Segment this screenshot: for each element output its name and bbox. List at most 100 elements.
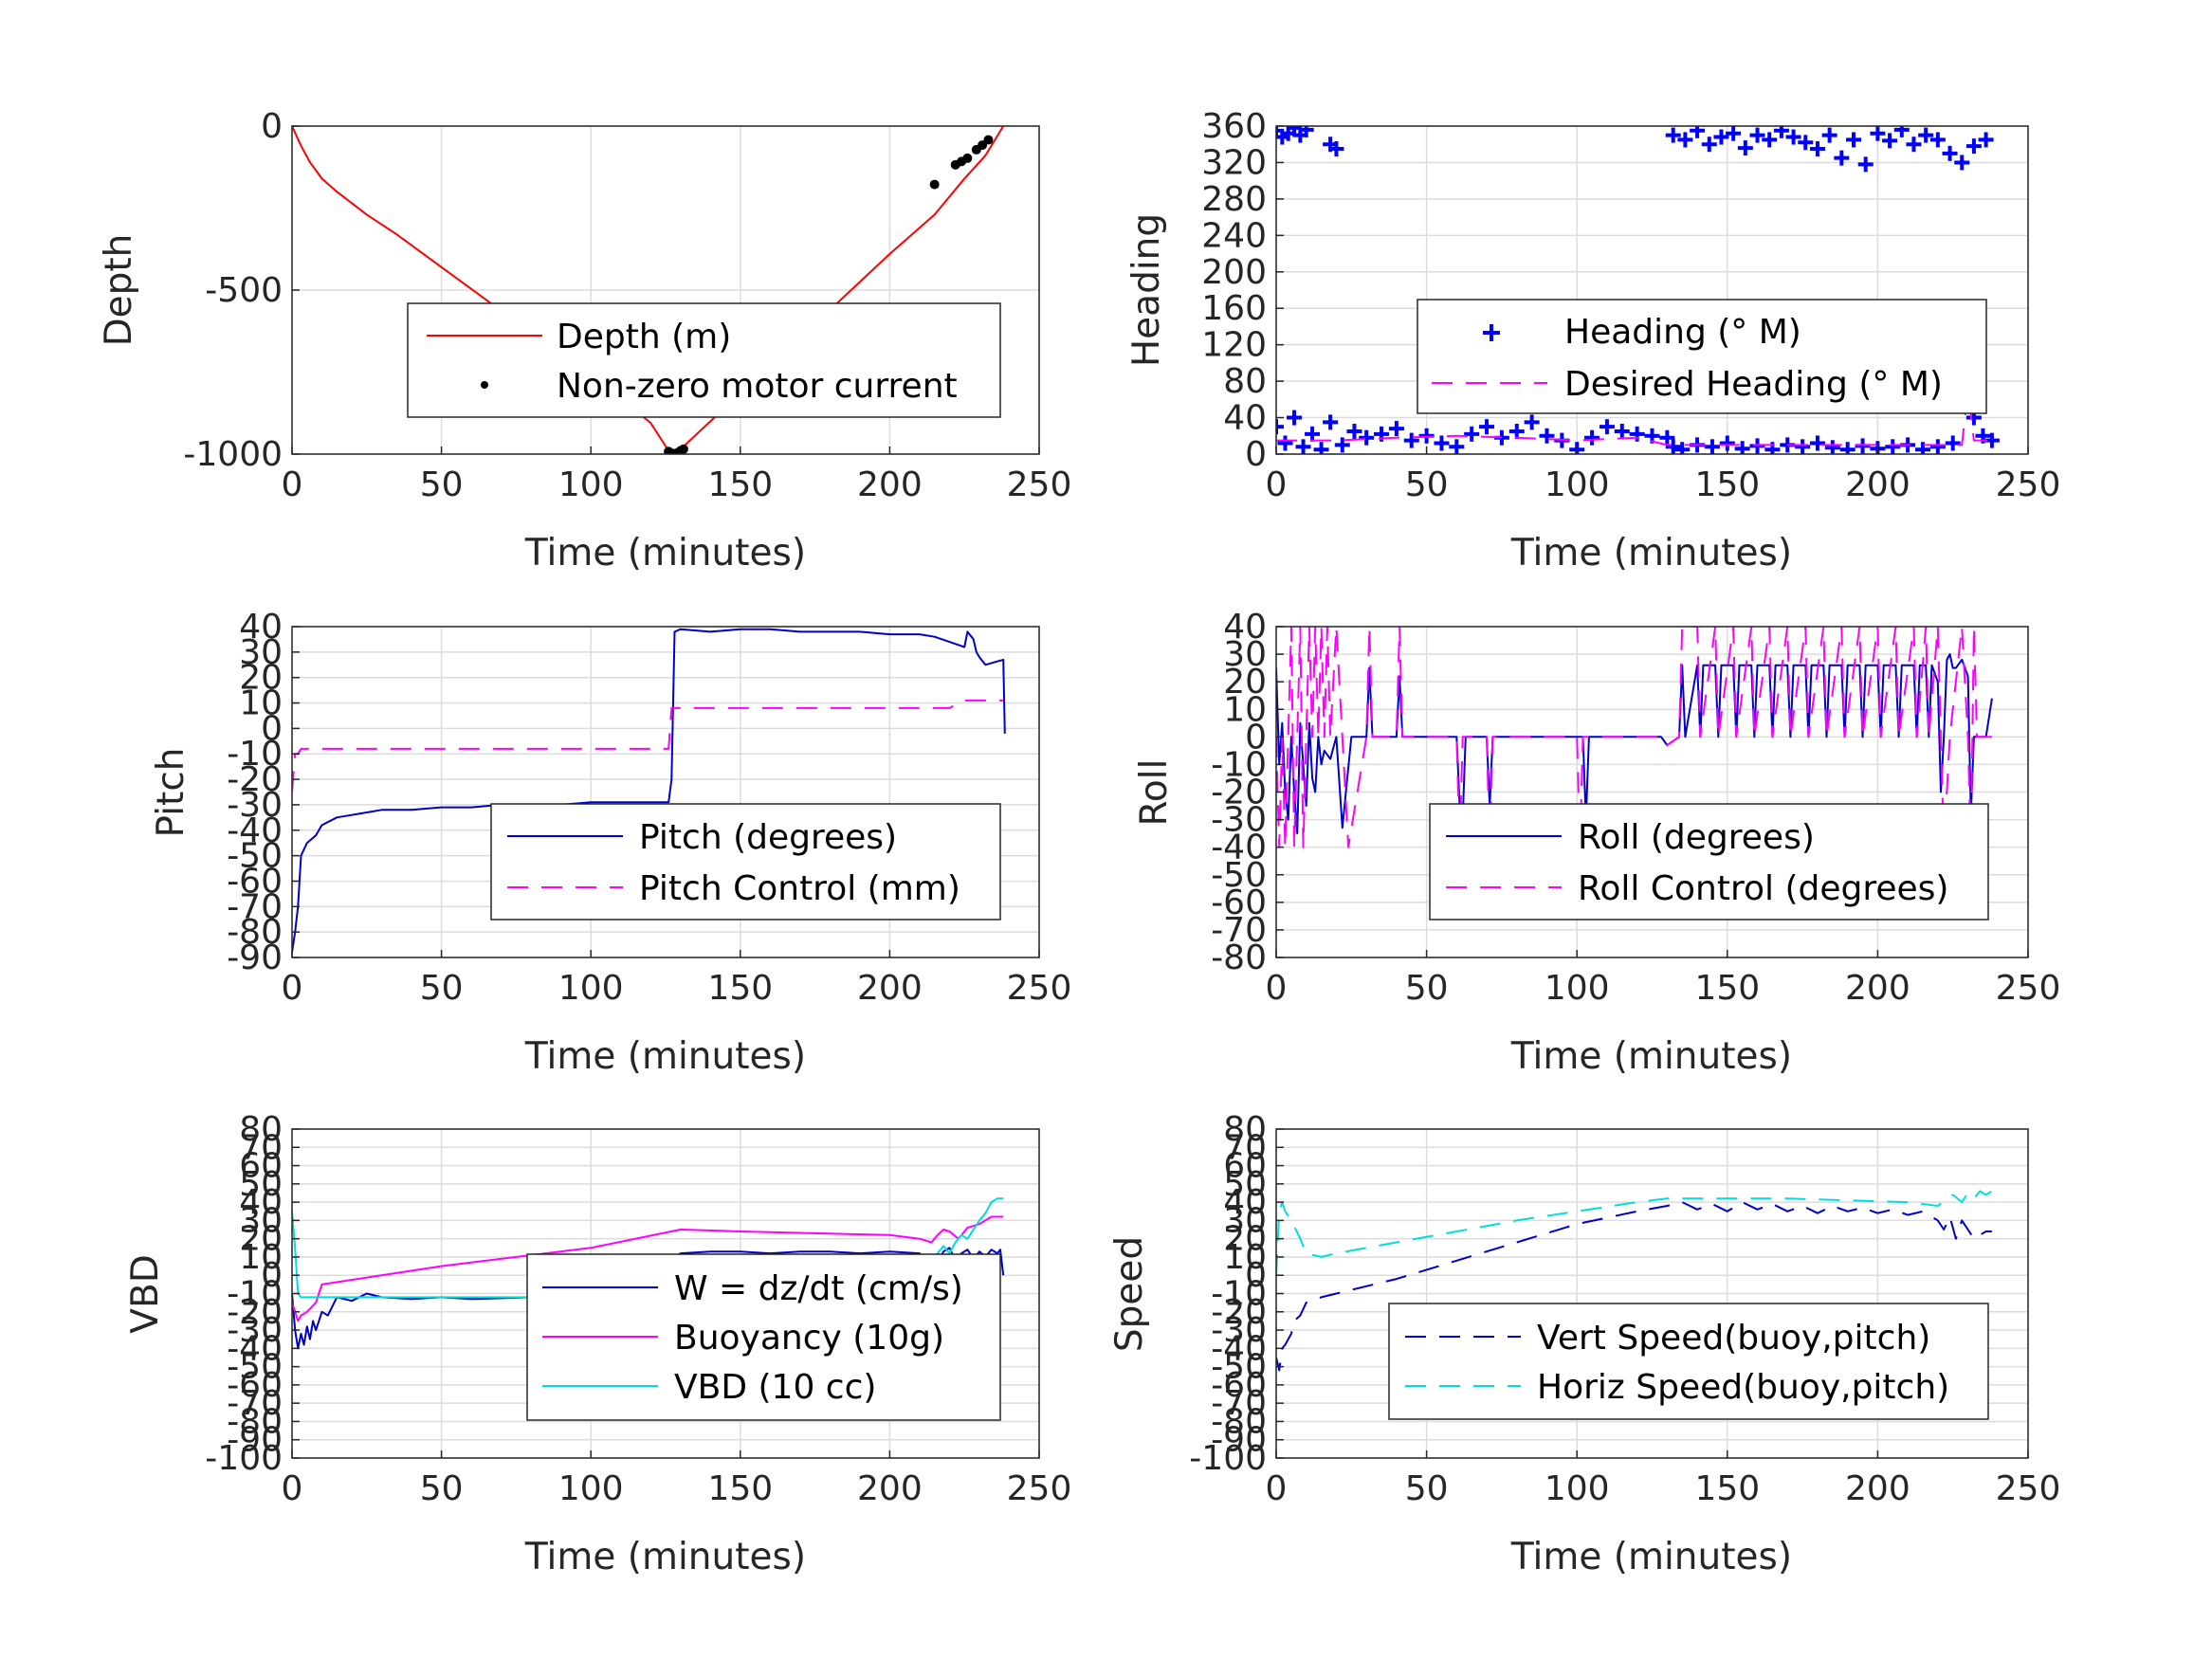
vbd-ytick-label: 30 [239, 1201, 283, 1240]
pitch-ytick-label: 10 [239, 684, 283, 723]
roll-ytick-label: -40 [1211, 829, 1267, 867]
pitch-xtick-label: 50 [420, 969, 464, 1008]
heading-axes-box [1275, 125, 2029, 455]
speed-legend: Vert Speed(buoy,pitch) Horiz Speed(buoy,… [1388, 1303, 1989, 1420]
heading-series-0-point [1508, 423, 1525, 439]
heading-series-0-point [1893, 126, 1910, 137]
speed-ytick-label: -10 [1211, 1275, 1267, 1314]
heading-series-0-point [1834, 150, 1850, 166]
depth-series-1-point [678, 444, 688, 454]
vbd-series-1 [292, 1215, 1004, 1322]
heading-series-0-point [1809, 435, 1825, 451]
heading-series-0-point [1434, 435, 1450, 451]
heading-series-0-point [1824, 440, 1840, 454]
heading-ticks: 0 50 100 150 200 2500408012016020024028032036… [1201, 107, 2060, 504]
pitch-ytick-label: -40 [227, 811, 283, 850]
roll-xlabel: Time (minutes) [1510, 1035, 1792, 1078]
roll-ytick-label: -80 [1211, 939, 1267, 977]
heading-series-0-point [1701, 137, 1717, 153]
speed-xtick-label: 150 [1694, 1469, 1760, 1508]
speed-legend-label-0: Vert Speed(buoy,pitch) [1537, 1319, 1930, 1358]
heading-series-0-point [1762, 132, 1778, 148]
depth-xlabel: Time (minutes) [524, 532, 806, 574]
heading-series-0-point [1713, 129, 1729, 145]
heading-series-0-point [1870, 126, 1886, 141]
pitch-xlabel: Time (minutes) [524, 1035, 806, 1078]
depth-xtick-label: 150 [707, 465, 773, 504]
speed-ylabel: Speed [1108, 1236, 1151, 1352]
heading-series-0-point [1629, 426, 1645, 442]
heading-ytick-label: 280 [1201, 180, 1267, 219]
speed-ytick-label: 20 [1223, 1220, 1267, 1259]
depth-ticks: 0 50 100 150 200 250 -1000 -500 0 [183, 107, 1071, 504]
heading-legend-label-0: Heading (° M) [1564, 313, 1801, 352]
speed-ticks: 0 50 100 150 200 250-100-90-80-70-60-50-40-30… [1189, 1110, 2060, 1508]
heading-series-0-point [1295, 439, 1311, 454]
pitch-ytick-label: 40 [239, 608, 283, 647]
heading-panel: 0 50 100 150 200 2500408012016020024028032036… [1125, 107, 2060, 574]
roll-ytick-label: 30 [1223, 635, 1267, 674]
vbd-ytick-label: -60 [227, 1366, 283, 1405]
pitch-xtick-label: 100 [558, 969, 624, 1008]
vbd-legend-label-1: Buoyancy (10g) [674, 1319, 944, 1358]
heading-series-0-point [1305, 426, 1321, 442]
heading-series-0-point [1599, 419, 1615, 435]
vbd-xtick-label: 50 [420, 1469, 464, 1508]
depth-legend-label-1: Non-zero motor current [557, 367, 958, 406]
speed-ytick-label: 50 [1223, 1165, 1267, 1204]
heading-series-0-point [1749, 127, 1765, 143]
pitch-axes-box [291, 626, 1040, 958]
vbd-xtick-label: 150 [707, 1469, 773, 1508]
heading-series-0-point [1464, 426, 1480, 442]
speed-ytick-label: -100 [1189, 1439, 1267, 1478]
vbd-legend: W = dz/dt (cm/s) Buoyancy (10g) VBD (10 … [526, 1253, 1001, 1421]
heading-xtick-label: 200 [1845, 465, 1910, 504]
speed-series-1 [1276, 1190, 1993, 1276]
heading-series-0-point [1328, 141, 1344, 157]
vbd-xtick-label: 200 [857, 1469, 923, 1508]
roll-ytick-label: 20 [1223, 663, 1267, 702]
heading-series-0-point [1323, 414, 1339, 430]
heading-series-0-point [1539, 428, 1555, 444]
speed-legend-box [1388, 1303, 1989, 1420]
roll-ytick-label: -70 [1211, 911, 1267, 950]
roll-ytick-label: 40 [1223, 608, 1267, 647]
vbd-legend-label-0: W = dz/dt (cm/s) [674, 1269, 963, 1308]
speed-ytick-label: -60 [1211, 1366, 1267, 1405]
heading-series-0-point [1918, 127, 1934, 143]
heading-series-0-point [1388, 421, 1404, 437]
pitch-xtick-label: 250 [1007, 969, 1072, 1008]
speed-xtick-label: 50 [1405, 1469, 1449, 1508]
speed-ytick-label: -80 [1211, 1402, 1267, 1441]
pitch-series [292, 628, 1006, 953]
speed-ytick-label: 0 [1245, 1256, 1267, 1295]
speed-ytick-label: -70 [1211, 1384, 1267, 1423]
heading-ytick-label: 240 [1201, 216, 1267, 255]
roll-ytick-label: -60 [1211, 884, 1267, 922]
speed-series-0 [1276, 1201, 1992, 1372]
speed-xtick-label: 100 [1545, 1469, 1610, 1508]
vbd-panel: 0 50 100 150 200 250-100-90-80-70-60-50-40-30… [124, 1110, 1071, 1578]
heading-series-0-point [1704, 439, 1720, 454]
heading-series-0-point [1346, 423, 1362, 439]
vbd-ytick-label: -100 [205, 1439, 283, 1478]
roll-xtick-label: 0 [1266, 969, 1288, 1008]
pitch-ytick-label: 20 [239, 659, 283, 698]
roll-series [1276, 627, 1993, 848]
pitch-ytick-label: -60 [227, 862, 283, 901]
heading-ytick-label: 160 [1201, 289, 1267, 328]
heading-series-0-point [1965, 138, 1982, 155]
pitch-xtick-label: 150 [707, 969, 773, 1008]
speed-ytick-label: -20 [1211, 1293, 1267, 1332]
vbd-ylabel: VBD [124, 1254, 167, 1333]
heading-series-0-point [1479, 419, 1495, 435]
roll-legend-box [1429, 803, 1989, 921]
heading-series-0-point [1954, 155, 1970, 171]
vbd-xlabel: Time (minutes) [524, 1536, 806, 1578]
pitch-ticks: 0 50 100 150 200 250-90-80-70-60-50-40-30-20-… [227, 608, 1071, 1008]
depth-legend: Depth (m) Non-zero motor current [407, 302, 1001, 418]
roll-ytick-label: -50 [1211, 856, 1267, 895]
vbd-ytick-label: 50 [239, 1165, 283, 1204]
speed-ytick-label: 80 [1223, 1110, 1267, 1149]
heading-series-0-point [1584, 429, 1600, 446]
